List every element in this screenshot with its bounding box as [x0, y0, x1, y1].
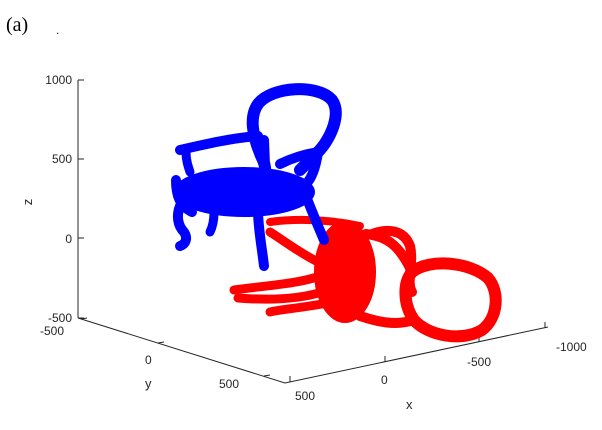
panel-dot: . — [56, 23, 59, 37]
z-tick-label: 0 — [65, 232, 72, 246]
y-tick-label: -500 — [40, 324, 64, 338]
red-chair-back — [399, 257, 502, 343]
red-chair-leg — [265, 299, 327, 317]
y-tick-label: 500 — [219, 377, 239, 391]
y-tick — [80, 317, 88, 320]
blue-chair-leg — [253, 205, 269, 271]
red-chair-leg — [233, 287, 327, 304]
y-tick — [263, 374, 271, 377]
blue-chair-leg — [172, 201, 192, 251]
x-tick-label: -1000 — [556, 340, 587, 354]
x-tick-label: 500 — [295, 389, 315, 403]
red-chair-leg — [265, 227, 323, 267]
x-tick-label: 0 — [381, 373, 388, 387]
y-axis-line — [77, 317, 286, 384]
x-axis-label: x — [406, 397, 413, 412]
x-tick-label: -500 — [467, 355, 491, 369]
series-red-chair — [229, 215, 502, 343]
y-axis-label: y — [145, 376, 152, 391]
blue-chair-arm — [175, 131, 263, 155]
series-blue-chair — [171, 83, 342, 271]
z-tick-label: 500 — [52, 152, 72, 166]
y-tick — [157, 341, 165, 344]
red-chair-arm — [367, 225, 417, 297]
red-chair-back-rail — [355, 311, 419, 328]
blue-chair-leg — [205, 207, 219, 237]
y-tick-label: 0 — [145, 353, 152, 367]
panel-label: (a) — [6, 14, 28, 36]
axes — [77, 79, 549, 384]
x-axis-line — [284, 326, 549, 384]
blue-chair-arm — [275, 147, 323, 169]
z-axis-label: z — [20, 199, 35, 206]
z-tick-label: -500 — [48, 311, 72, 325]
blue-chair-leg — [301, 191, 329, 245]
blue-chair-seat-edge — [171, 175, 197, 217]
red-chair-leg — [229, 271, 325, 295]
blue-chair-arm-support — [181, 147, 195, 177]
z-tick-label: 1000 — [45, 73, 72, 87]
